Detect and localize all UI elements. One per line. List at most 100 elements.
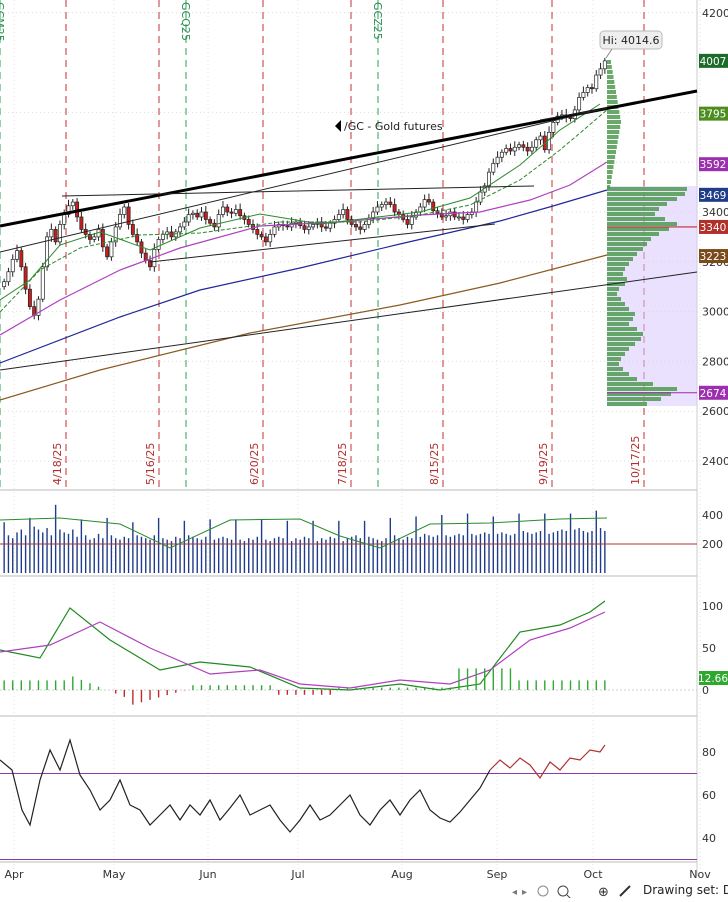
month-label-may: May (103, 868, 126, 881)
candle-body (457, 216, 461, 219)
volume-profile-bar (607, 202, 667, 206)
volume-profile-bar (607, 302, 625, 306)
ma-200-line (0, 189, 608, 364)
ma-20-line (0, 103, 601, 301)
candle-body (354, 224, 358, 228)
volume-profile-bar (607, 65, 612, 69)
scroll-right-icon: ▸ (522, 887, 527, 898)
support-line (149, 223, 496, 263)
candle-body (57, 224, 62, 243)
candle-body (568, 117, 573, 119)
candle-body (538, 135, 543, 141)
candle-body (426, 199, 431, 203)
candle-body (238, 209, 243, 217)
volume-profile-bar (607, 342, 635, 346)
volume-profile-bar (607, 175, 612, 179)
candle-body (358, 226, 363, 230)
price-tick-label: 3000 (702, 306, 728, 319)
candle-body (15, 250, 19, 260)
volume-profile-bar (607, 95, 617, 99)
macd-tick-label: 50 (702, 642, 716, 655)
volume-profile-bar (607, 387, 677, 391)
candle-body (409, 216, 414, 225)
resistance-line (61, 185, 535, 197)
candle-body (465, 214, 470, 220)
candle-body (246, 219, 251, 225)
volume-profile-bar (607, 347, 629, 351)
volume-profile-bar (607, 212, 655, 216)
volume-profile-bar (607, 397, 661, 401)
volume-profile-bar (607, 297, 621, 301)
volume-profile-bar (607, 262, 629, 266)
candle-body (88, 234, 92, 240)
candle-body (186, 214, 191, 223)
candle-body (259, 234, 264, 238)
candle-body (10, 258, 15, 273)
volume-profile-bar (607, 337, 641, 341)
candle-body (328, 222, 333, 229)
candle-body (36, 298, 41, 316)
price-tick-label: 2800 (702, 355, 728, 368)
candle-body (148, 260, 152, 268)
upper-trendline (0, 89, 698, 228)
volume-profile-bar (607, 130, 620, 134)
candle-body (113, 226, 118, 243)
macd-badge (699, 671, 728, 685)
volume-profile-bar (607, 115, 621, 119)
candle-body (156, 239, 161, 250)
expiry-label: 4/18/25 (51, 443, 64, 485)
expiry-label: 5/16/25 (144, 443, 157, 485)
candle-body (517, 144, 521, 148)
candle-body (53, 229, 58, 243)
volume-profile-bar (607, 277, 627, 281)
volume-profile-bar (607, 80, 615, 84)
volume-profile-bar (607, 207, 659, 211)
expiry-label: 7/18/25 (336, 443, 349, 485)
candle-body (379, 204, 384, 208)
scroll-left-icon: ◂ (512, 887, 517, 898)
volume-profile-bar (607, 75, 614, 79)
volume-profile-bar (607, 332, 643, 336)
candle-body (40, 266, 45, 300)
candle-body (362, 224, 367, 230)
candle-body (405, 219, 410, 225)
volume-profile-bar (607, 110, 620, 114)
rsi-tick-label: 80 (702, 746, 716, 759)
candle-body (508, 148, 513, 152)
volume-profile-bar (607, 322, 629, 326)
candle-body (487, 171, 491, 187)
volume-tick-label: 400 (702, 509, 723, 522)
candle-body (221, 206, 225, 215)
candle-body (135, 234, 140, 243)
drawing-set-label[interactable]: Drawing set: Def (643, 883, 728, 897)
candle-body (439, 212, 444, 218)
month-label-sep: Sep (487, 868, 508, 881)
macd-badge-label: 12.66 (698, 673, 728, 685)
candle-body (512, 146, 517, 152)
pointer-arrow-icon (335, 120, 341, 132)
candle-body (66, 205, 71, 215)
candle-body (311, 224, 316, 228)
month-label-aug: Aug (391, 868, 412, 881)
candle-body (504, 148, 509, 153)
candle-body (521, 144, 526, 148)
volume-profile-bar (607, 155, 616, 159)
rsi-line (0, 737, 491, 833)
candle-body (581, 92, 586, 98)
candle-body (62, 214, 67, 225)
symbol-label: /GC - Gold futures (344, 120, 443, 133)
volume-profile-bar (607, 197, 677, 201)
candle-body (525, 146, 530, 152)
candle-body (109, 241, 114, 258)
macd-line (0, 600, 606, 691)
candle-body (2, 281, 7, 288)
volume-profile-bar (607, 257, 633, 261)
candle-body (452, 211, 457, 218)
rsi-tick-label: 60 (702, 789, 716, 802)
candle-body (225, 206, 230, 213)
candle-body (79, 216, 84, 230)
price-badge (699, 249, 728, 264)
candle-body (268, 234, 273, 243)
